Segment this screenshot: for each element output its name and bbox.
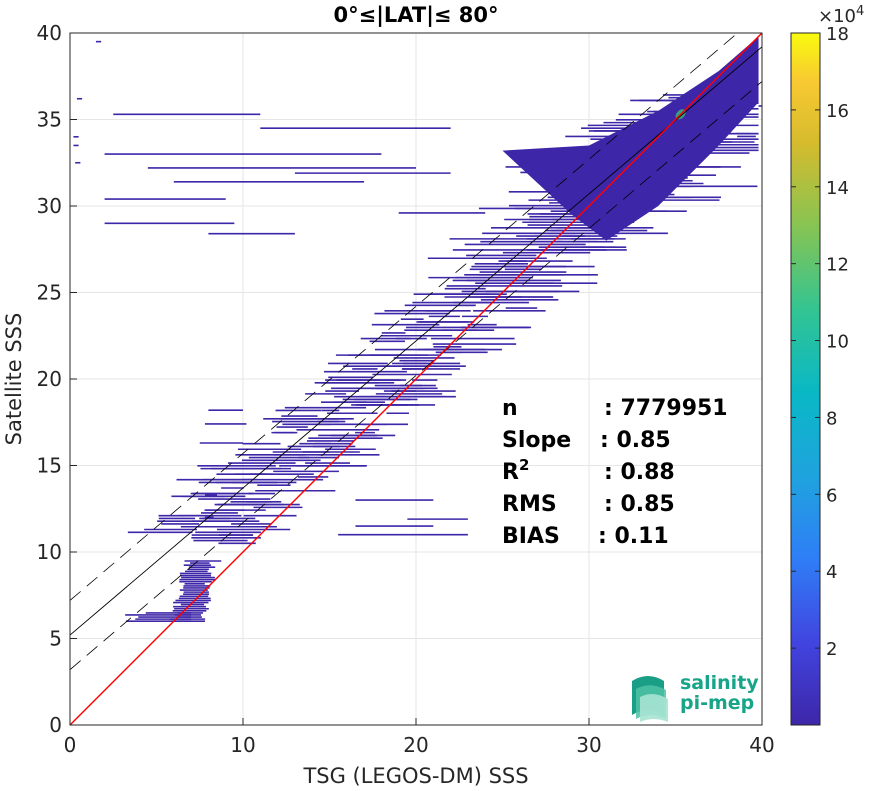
stat-value: : 0.85	[604, 492, 675, 517]
colorbar-exponent: 4	[856, 4, 864, 19]
logo-wave-layer	[640, 693, 668, 722]
salinity-pi-mep-logo: salinity pi-mep	[632, 672, 759, 722]
colorbar-tick-label: 8	[826, 408, 837, 429]
x-tick-label: 40	[749, 733, 774, 757]
stat-label: Slope	[502, 428, 571, 453]
stat-label: BIAS	[502, 524, 560, 549]
colorbar-tick-label: 6	[826, 485, 837, 506]
identity-line	[70, 33, 762, 725]
y-tick-label: 30	[37, 194, 62, 218]
logo-line2: pi-mep	[680, 692, 754, 714]
colorbar-tick-label: 12	[826, 255, 849, 276]
x-tick-label: 20	[403, 733, 428, 757]
colorbar-multiplier: ×104	[818, 4, 864, 27]
y-tick-label: 10	[37, 540, 62, 564]
x-axis-ticks: 0 10 20 30 40	[64, 718, 775, 757]
regression-upper-line	[70, 33, 739, 601]
colorbar-ticks: 2 4 6 8 10 12 14 16 18	[791, 24, 849, 660]
colorbar-tick-label: 4	[826, 562, 837, 583]
stat-value: : 7779951	[604, 396, 728, 421]
regression-lines	[70, 33, 762, 725]
chart-title: 0°≤|LAT|≤ 80°	[333, 3, 498, 28]
colorbar	[790, 32, 821, 726]
stat-value: : 0.88	[604, 460, 675, 485]
y-tick-label: 0	[49, 713, 62, 737]
colorbar-tick-label: 2	[826, 639, 837, 660]
y-tick-label: 5	[49, 627, 62, 651]
colorbar-tick-label: 16	[826, 101, 849, 122]
y-tick-label: 35	[37, 108, 62, 132]
y-tick-label: 25	[37, 281, 62, 305]
x-tick-label: 10	[230, 733, 255, 757]
y-tick-label: 15	[37, 454, 62, 478]
colorbar-multiplier-base: ×10	[818, 6, 856, 27]
logo-line1: salinity	[680, 672, 759, 694]
regression-line	[70, 46, 762, 636]
x-tick-label: 30	[576, 733, 601, 757]
density-cloud	[73, 36, 762, 623]
stat-value: : 0.85	[600, 428, 671, 453]
y-tick-label: 20	[37, 367, 62, 391]
colorbar-tick-label: 14	[826, 178, 849, 199]
regression-lower-line	[70, 81, 762, 670]
y-axis-label: Satellite SSS	[2, 313, 26, 446]
colorbar-tick-label: 18	[826, 24, 849, 45]
x-axis-label: TSG (LEGOS-DM) SSS	[302, 764, 528, 788]
colorbar-tick-label: 10	[826, 332, 849, 353]
y-tick-label: 40	[37, 21, 62, 45]
stat-label: RMS	[502, 492, 557, 517]
stat-value: : 0.11	[598, 524, 669, 549]
stat-superscript: 2	[519, 456, 529, 474]
stat-label: n	[502, 396, 518, 421]
x-tick-label: 0	[64, 733, 77, 757]
density-core	[502, 36, 759, 241]
y-axis-ticks: 0 5 10 15 20 25 30 35 40	[37, 21, 77, 737]
